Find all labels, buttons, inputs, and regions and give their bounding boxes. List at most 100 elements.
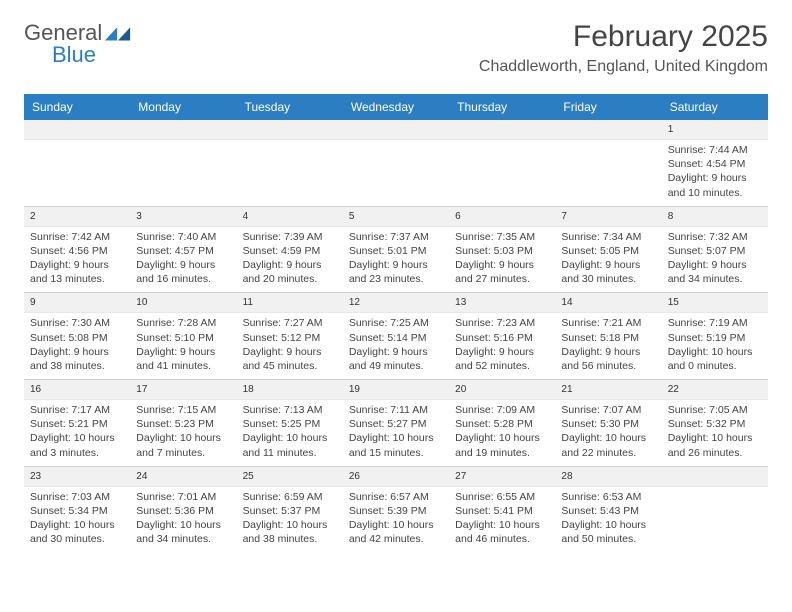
title-block: February 2025 Chaddleworth, England, Uni…: [479, 20, 768, 76]
calendar-grid: SundayMondayTuesdayWednesdayThursdayFrid…: [24, 94, 768, 552]
sunrise-text: Sunrise: 6:53 AM: [561, 490, 655, 504]
sunset-text: Sunset: 5:37 PM: [243, 504, 337, 518]
sunset-text: Sunset: 5:41 PM: [455, 504, 549, 518]
sunset-text: Sunset: 5:36 PM: [136, 504, 230, 518]
calendar-cell: Sunrise: 7:39 AMSunset: 4:59 PMDaylight:…: [237, 227, 343, 293]
calendar-cell: [343, 140, 449, 206]
daylight-text: Daylight: 10 hours and 38 minutes.: [243, 518, 337, 546]
daylight-text: Daylight: 10 hours and 50 minutes.: [561, 518, 655, 546]
day-number-cell: 9: [24, 292, 130, 313]
calendar-cell: Sunrise: 6:59 AMSunset: 5:37 PMDaylight:…: [237, 487, 343, 553]
day-number-cell: 16: [24, 379, 130, 400]
day-header-saturday: Saturday: [662, 94, 768, 120]
day-number-cell: [237, 120, 343, 140]
sunrise-text: Sunrise: 7:44 AM: [668, 143, 762, 157]
day-number-cell: 3: [130, 206, 236, 227]
daylight-text: Daylight: 9 hours and 38 minutes.: [30, 345, 124, 373]
sunset-text: Sunset: 5:43 PM: [561, 504, 655, 518]
day-header-monday: Monday: [130, 94, 236, 120]
sunrise-text: Sunrise: 7:03 AM: [30, 490, 124, 504]
daylight-text: Daylight: 10 hours and 7 minutes.: [136, 431, 230, 459]
sunset-text: Sunset: 5:10 PM: [136, 331, 230, 345]
calendar-cell: [555, 140, 661, 206]
sunset-text: Sunset: 5:05 PM: [561, 244, 655, 258]
day-number-cell: 21: [555, 379, 661, 400]
sunset-text: Sunset: 5:18 PM: [561, 331, 655, 345]
calendar-cell: Sunrise: 7:25 AMSunset: 5:14 PMDaylight:…: [343, 313, 449, 379]
day-number-cell: 4: [237, 206, 343, 227]
daylight-text: Daylight: 9 hours and 16 minutes.: [136, 258, 230, 286]
calendar-cell: Sunrise: 6:57 AMSunset: 5:39 PMDaylight:…: [343, 487, 449, 553]
sunset-text: Sunset: 5:27 PM: [349, 417, 443, 431]
day-number-cell: 15: [662, 292, 768, 313]
calendar-cell: [237, 140, 343, 206]
daylight-text: Daylight: 9 hours and 30 minutes.: [561, 258, 655, 286]
day-number-cell: 14: [555, 292, 661, 313]
daylight-text: Daylight: 9 hours and 45 minutes.: [243, 345, 337, 373]
day-number-cell: 10: [130, 292, 236, 313]
sunrise-text: Sunrise: 7:07 AM: [561, 403, 655, 417]
day-header-wednesday: Wednesday: [343, 94, 449, 120]
calendar-cell: Sunrise: 7:27 AMSunset: 5:12 PMDaylight:…: [237, 313, 343, 379]
daylight-text: Daylight: 9 hours and 52 minutes.: [455, 345, 549, 373]
logo-text-blue: Blue: [52, 42, 132, 68]
sunrise-text: Sunrise: 7:35 AM: [455, 230, 549, 244]
sunset-text: Sunset: 5:39 PM: [349, 504, 443, 518]
day-number-cell: 6: [449, 206, 555, 227]
sunset-text: Sunset: 5:28 PM: [455, 417, 549, 431]
daylight-text: Daylight: 10 hours and 11 minutes.: [243, 431, 337, 459]
daylight-text: Daylight: 10 hours and 3 minutes.: [30, 431, 124, 459]
calendar-cell: Sunrise: 7:32 AMSunset: 5:07 PMDaylight:…: [662, 227, 768, 293]
sunset-text: Sunset: 5:16 PM: [455, 331, 549, 345]
calendar-cell: Sunrise: 7:01 AMSunset: 5:36 PMDaylight:…: [130, 487, 236, 553]
daylight-text: Daylight: 10 hours and 19 minutes.: [455, 431, 549, 459]
day-number-cell: 13: [449, 292, 555, 313]
daylight-text: Daylight: 9 hours and 49 minutes.: [349, 345, 443, 373]
sunset-text: Sunset: 5:23 PM: [136, 417, 230, 431]
day-number-cell: [24, 120, 130, 140]
day-header-sunday: Sunday: [24, 94, 130, 120]
day-number-cell: [662, 466, 768, 487]
sunrise-text: Sunrise: 7:37 AM: [349, 230, 443, 244]
day-number-cell: [130, 120, 236, 140]
calendar-cell: [662, 487, 768, 553]
sunset-text: Sunset: 5:03 PM: [455, 244, 549, 258]
calendar-cell: Sunrise: 7:05 AMSunset: 5:32 PMDaylight:…: [662, 400, 768, 466]
day-number-cell: 5: [343, 206, 449, 227]
day-number-cell: 12: [343, 292, 449, 313]
sunrise-text: Sunrise: 7:34 AM: [561, 230, 655, 244]
sunset-text: Sunset: 4:56 PM: [30, 244, 124, 258]
daylight-text: Daylight: 9 hours and 41 minutes.: [136, 345, 230, 373]
sunrise-text: Sunrise: 7:42 AM: [30, 230, 124, 244]
day-number-cell: 1: [662, 120, 768, 140]
calendar-cell: Sunrise: 7:28 AMSunset: 5:10 PMDaylight:…: [130, 313, 236, 379]
day-number-cell: 20: [449, 379, 555, 400]
calendar-cell: Sunrise: 7:17 AMSunset: 5:21 PMDaylight:…: [24, 400, 130, 466]
calendar-cell: Sunrise: 7:35 AMSunset: 5:03 PMDaylight:…: [449, 227, 555, 293]
page-header: General Blue February 2025 Chaddleworth,…: [24, 20, 768, 76]
sunset-text: Sunset: 5:14 PM: [349, 331, 443, 345]
daylight-text: Daylight: 10 hours and 15 minutes.: [349, 431, 443, 459]
day-number-cell: 24: [130, 466, 236, 487]
daylight-text: Daylight: 9 hours and 34 minutes.: [668, 258, 762, 286]
daylight-text: Daylight: 10 hours and 22 minutes.: [561, 431, 655, 459]
sunrise-text: Sunrise: 7:11 AM: [349, 403, 443, 417]
calendar-cell: Sunrise: 7:15 AMSunset: 5:23 PMDaylight:…: [130, 400, 236, 466]
day-number-cell: 19: [343, 379, 449, 400]
sunset-text: Sunset: 5:12 PM: [243, 331, 337, 345]
sunrise-text: Sunrise: 7:17 AM: [30, 403, 124, 417]
logo-triangle-icon: [104, 23, 132, 43]
daylight-text: Daylight: 9 hours and 27 minutes.: [455, 258, 549, 286]
day-number-cell: 17: [130, 379, 236, 400]
sunset-text: Sunset: 5:08 PM: [30, 331, 124, 345]
sunrise-text: Sunrise: 7:05 AM: [668, 403, 762, 417]
sunrise-text: Sunrise: 7:27 AM: [243, 316, 337, 330]
sunrise-text: Sunrise: 7:15 AM: [136, 403, 230, 417]
daylight-text: Daylight: 10 hours and 0 minutes.: [668, 345, 762, 373]
calendar-cell: Sunrise: 7:37 AMSunset: 5:01 PMDaylight:…: [343, 227, 449, 293]
sunset-text: Sunset: 5:34 PM: [30, 504, 124, 518]
calendar-cell: [24, 140, 130, 206]
sunrise-text: Sunrise: 7:30 AM: [30, 316, 124, 330]
sunrise-text: Sunrise: 6:55 AM: [455, 490, 549, 504]
sunset-text: Sunset: 4:57 PM: [136, 244, 230, 258]
